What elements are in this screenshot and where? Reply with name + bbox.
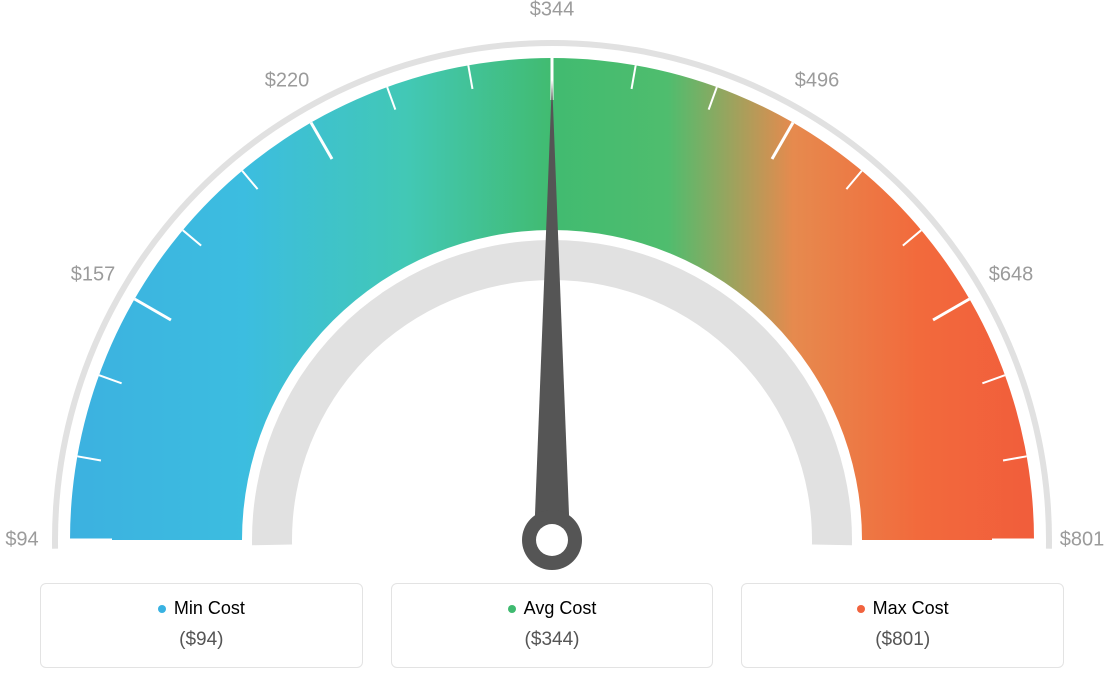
legend-card-min: Min Cost ($94) (40, 583, 363, 668)
legend-value-avg: ($344) (402, 629, 703, 651)
legend-dot-min (158, 605, 166, 613)
legend-value-max: ($801) (752, 629, 1053, 651)
legend-value-min: ($94) (51, 629, 352, 651)
gauge-chart: $94 $157 $220 $344 $496 $648 $801 (0, 0, 1104, 570)
legend-label-avg: Avg Cost (524, 598, 597, 619)
legend-label-min: Min Cost (174, 598, 245, 619)
gauge-tick-label: $344 (530, 0, 575, 22)
legend-card-avg: Avg Cost ($344) (391, 583, 714, 668)
legend-row: Min Cost ($94) Avg Cost ($344) Max Cost … (40, 583, 1064, 668)
legend-dot-max (857, 605, 865, 613)
legend-title-max: Max Cost (857, 598, 949, 619)
gauge-svg (0, 0, 1104, 570)
legend-title-min: Min Cost (158, 598, 245, 619)
gauge-tick-label: $157 (71, 264, 116, 287)
cost-gauge-container: $94 $157 $220 $344 $496 $648 $801 Min Cost ($9… (0, 0, 1104, 690)
gauge-tick-label: $94 (5, 529, 38, 552)
gauge-tick-label: $648 (989, 264, 1034, 287)
gauge-tick-label: $220 (265, 70, 310, 93)
gauge-tick-label: $801 (1060, 529, 1104, 552)
legend-card-max: Max Cost ($801) (741, 583, 1064, 668)
gauge-tick-label: $496 (795, 70, 840, 93)
legend-dot-avg (508, 605, 516, 613)
legend-label-max: Max Cost (873, 598, 949, 619)
legend-title-avg: Avg Cost (508, 598, 597, 619)
